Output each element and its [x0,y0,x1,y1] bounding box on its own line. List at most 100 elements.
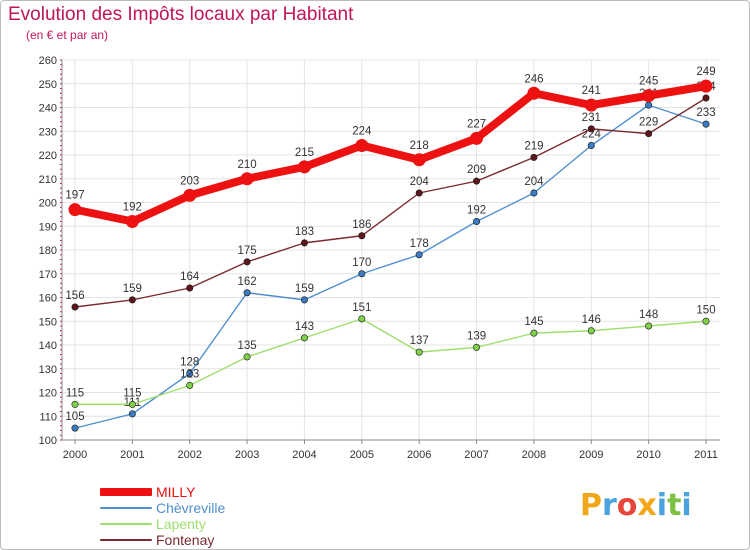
legend-label-fontenay: Fontenay [156,532,215,548]
data-point-lapenty [645,322,653,330]
data-point-lapenty [530,329,538,337]
logo-letter: o [616,488,638,523]
x-tick-label: 2004 [292,449,316,461]
logo-letter: x [637,488,657,523]
data-point-fontenay [243,258,251,266]
data-point-fontenay [587,125,595,133]
y-tick-label: 140 [39,340,57,352]
y-tick-label: 150 [39,316,57,328]
x-tick-label: 2007 [464,449,488,461]
y-tick-label: 220 [39,150,57,162]
data-label-chevreville: 105 [65,411,84,423]
data-label-milly: 249 [696,66,715,78]
logo-letter: t [667,488,682,523]
data-label-lapenty: 139 [467,330,486,342]
data-point-milly [527,86,541,100]
series-line-lapenty [74,318,707,406]
data-label-lapenty: 145 [524,316,543,328]
data-point-lapenty [415,348,423,356]
data-point-chevreville [71,424,79,432]
data-label-lapenty: 123 [180,368,199,380]
data-label-lapenty: 135 [237,340,256,352]
data-label-milly: 241 [582,85,601,97]
y-tick-label: 250 [39,79,57,91]
data-label-chevreville: 170 [352,257,371,269]
y-tick-label: 170 [39,269,57,281]
y-tick-label: 230 [39,126,57,138]
data-point-lapenty [243,353,251,361]
data-point-chevreville [415,251,423,259]
data-point-fontenay [415,189,423,197]
data-point-chevreville [702,120,710,128]
y-tick-label: 190 [39,221,57,233]
legend-label-lapenty: Lapenty [156,516,206,532]
data-label-milly: 197 [65,190,84,202]
data-label-lapenty: 146 [582,314,601,326]
y-tick-label: 210 [39,174,57,186]
data-point-fontenay [358,232,366,240]
data-point-lapenty [128,400,136,408]
data-point-lapenty [587,327,595,335]
data-label-fontenay: 159 [123,283,142,295]
data-label-milly: 192 [123,202,142,214]
logo-letter: r [602,488,617,523]
data-point-chevreville [645,101,653,109]
data-point-milly [412,153,426,167]
data-label-lapenty: 115 [66,387,84,399]
data-label-fontenay: 183 [295,226,314,238]
data-label-fontenay: 164 [180,271,200,283]
x-tick-label: 2008 [522,449,546,461]
data-point-fontenay [186,284,194,292]
data-point-fontenay [300,239,308,247]
data-label-chevreville: 159 [295,283,314,295]
data-point-fontenay [645,130,653,138]
data-point-chevreville [358,270,366,278]
x-tick-label: 2011 [694,449,718,461]
data-point-milly [183,188,197,202]
data-point-milly [470,131,484,145]
data-label-chevreville: 233 [696,107,715,119]
data-point-lapenty [186,381,194,389]
data-point-milly [584,98,598,112]
data-point-lapenty [71,400,79,408]
data-label-milly: 215 [295,147,314,159]
y-tick-label: 240 [39,103,57,115]
data-label-chevreville: 178 [410,238,429,250]
data-label-fontenay: 175 [237,245,256,257]
logo-letter: i [656,488,668,523]
data-label-lapenty: 115 [123,387,141,399]
proxiti-logo: Proxiti [580,488,692,523]
data-point-chevreville [587,142,595,150]
legend-swatch-fontenay [100,539,152,541]
data-point-chevreville [530,189,538,197]
legend-label-milly: MILLY [156,484,196,500]
data-label-milly: 246 [524,73,543,85]
data-label-chevreville: 162 [237,276,256,288]
data-label-fontenay: 229 [639,117,658,129]
data-label-milly: 210 [237,159,256,171]
y-tick-label: 110 [39,411,57,423]
data-point-lapenty [702,317,710,325]
data-label-lapenty: 151 [352,302,371,314]
data-label-fontenay: 204 [410,176,430,188]
data-label-chevreville: 192 [467,205,486,217]
data-point-milly [642,89,656,103]
chart-title: Evolution des Impôts locaux par Habitant [8,4,354,25]
data-point-chevreville [128,410,136,418]
legend-swatch-lapenty [100,523,152,525]
y-tick-label: 200 [39,198,57,210]
data-label-lapenty: 143 [295,321,314,333]
data-label-chevreville: 204 [524,176,544,188]
data-label-fontenay: 219 [524,140,543,152]
data-label-milly: 245 [639,76,658,88]
x-tick-label: 2003 [235,449,259,461]
data-point-lapenty [358,315,366,323]
y-tick-label: 260 [39,55,57,67]
data-point-fontenay [702,94,710,102]
data-label-milly: 203 [180,175,199,187]
data-point-chevreville [300,296,308,304]
x-tick-label: 2009 [579,449,603,461]
data-label-fontenay: 186 [352,219,371,231]
data-point-fontenay [530,153,538,161]
